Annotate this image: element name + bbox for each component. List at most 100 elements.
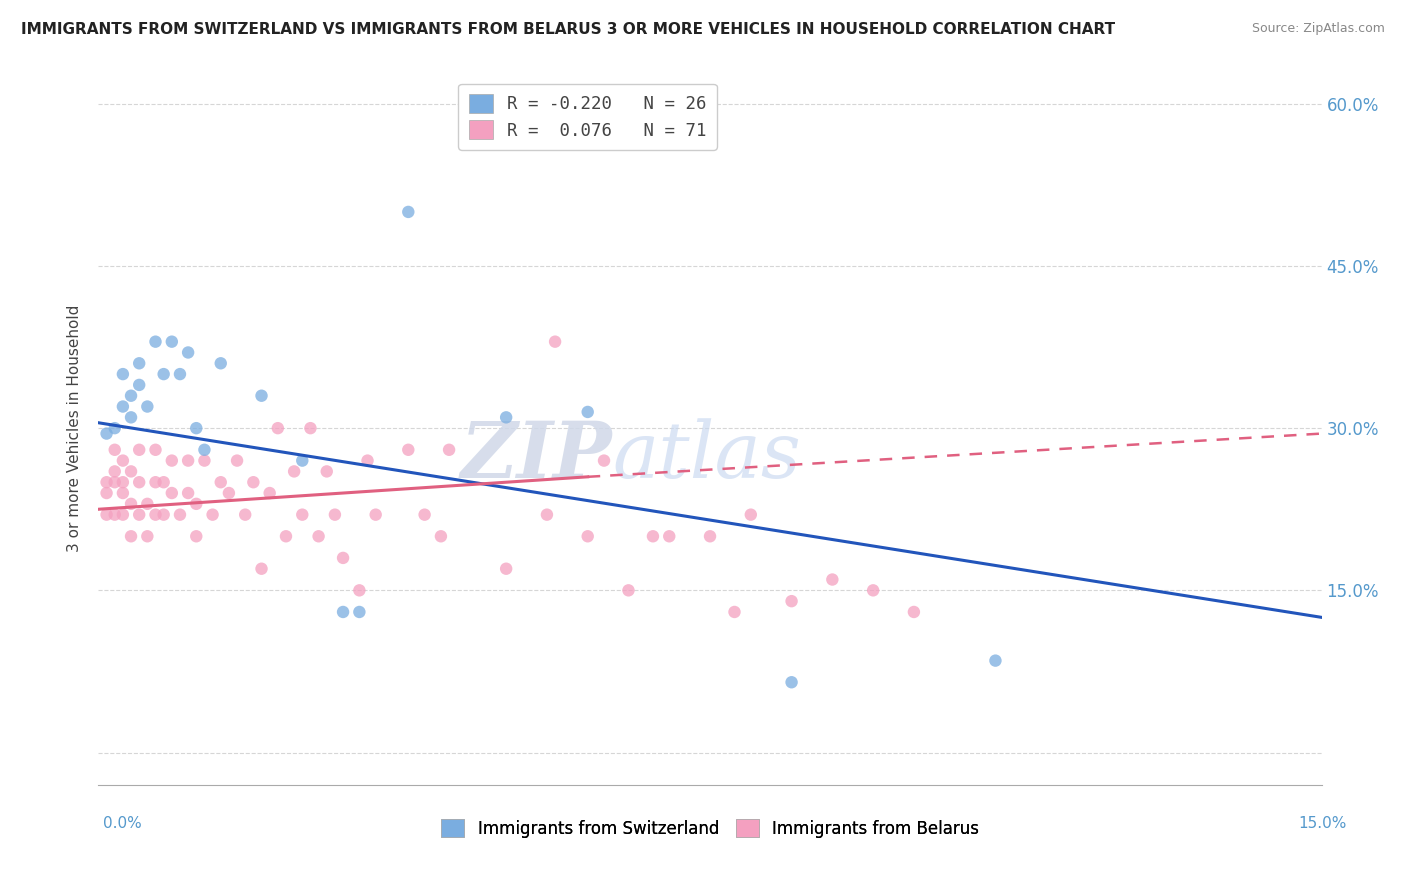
- Point: [226, 453, 249, 467]
- Point: [617, 583, 640, 598]
- Point: [152, 367, 174, 381]
- Point: [274, 529, 297, 543]
- Point: [111, 453, 134, 467]
- Point: [291, 508, 314, 522]
- Text: Source: ZipAtlas.com: Source: ZipAtlas.com: [1251, 22, 1385, 36]
- Point: [259, 486, 281, 500]
- Point: [128, 356, 150, 370]
- Point: [96, 486, 118, 500]
- Text: IMMIGRANTS FROM SWITZERLAND VS IMMIGRANTS FROM BELARUS 3 OR MORE VEHICLES IN HOU: IMMIGRANTS FROM SWITZERLAND VS IMMIGRANT…: [21, 22, 1115, 37]
- Point: [111, 400, 134, 414]
- Point: [413, 508, 436, 522]
- Point: [120, 497, 142, 511]
- Point: [821, 573, 844, 587]
- Point: [177, 453, 200, 467]
- Point: [145, 508, 167, 522]
- Point: [396, 442, 419, 457]
- Point: [186, 497, 208, 511]
- Point: [169, 508, 191, 522]
- Point: [536, 508, 558, 522]
- Point: [111, 508, 134, 522]
- Legend: Immigrants from Switzerland, Immigrants from Belarus: Immigrants from Switzerland, Immigrants …: [434, 813, 986, 845]
- Point: [209, 475, 232, 490]
- Point: [723, 605, 745, 619]
- Point: [780, 594, 803, 608]
- Point: [177, 486, 200, 500]
- Point: [218, 486, 240, 500]
- Point: [104, 475, 127, 490]
- Point: [169, 367, 191, 381]
- Point: [145, 475, 167, 490]
- Point: [862, 583, 884, 598]
- Point: [193, 453, 215, 467]
- Point: [349, 605, 371, 619]
- Point: [291, 453, 314, 467]
- Point: [104, 508, 127, 522]
- Point: [152, 475, 174, 490]
- Point: [364, 508, 387, 522]
- Point: [120, 529, 142, 543]
- Point: [145, 334, 167, 349]
- Point: [186, 421, 208, 435]
- Point: [145, 442, 167, 457]
- Point: [984, 654, 1007, 668]
- Point: [111, 486, 134, 500]
- Point: [323, 508, 346, 522]
- Text: 0.0%: 0.0%: [103, 816, 142, 831]
- Point: [267, 421, 290, 435]
- Point: [740, 508, 762, 522]
- Point: [128, 378, 150, 392]
- Point: [903, 605, 925, 619]
- Point: [177, 345, 200, 359]
- Point: [201, 508, 224, 522]
- Point: [128, 508, 150, 522]
- Text: ZIP: ZIP: [461, 418, 612, 495]
- Point: [136, 400, 159, 414]
- Point: [136, 497, 159, 511]
- Point: [242, 475, 264, 490]
- Point: [593, 453, 616, 467]
- Point: [349, 583, 371, 598]
- Point: [104, 442, 127, 457]
- Point: [430, 529, 453, 543]
- Point: [283, 464, 305, 478]
- Point: [111, 475, 134, 490]
- Point: [96, 426, 118, 441]
- Point: [120, 410, 142, 425]
- Point: [658, 529, 681, 543]
- Point: [315, 464, 337, 478]
- Point: [495, 410, 517, 425]
- Point: [128, 442, 150, 457]
- Y-axis label: 3 or more Vehicles in Household: 3 or more Vehicles in Household: [67, 304, 83, 552]
- Point: [128, 475, 150, 490]
- Text: 15.0%: 15.0%: [1299, 816, 1347, 831]
- Point: [120, 389, 142, 403]
- Point: [120, 464, 142, 478]
- Point: [396, 205, 419, 219]
- Point: [576, 405, 599, 419]
- Point: [186, 529, 208, 543]
- Point: [332, 605, 354, 619]
- Point: [96, 475, 118, 490]
- Point: [193, 442, 215, 457]
- Point: [160, 334, 183, 349]
- Point: [233, 508, 256, 522]
- Point: [104, 421, 127, 435]
- Point: [209, 356, 232, 370]
- Point: [250, 562, 273, 576]
- Point: [308, 529, 330, 543]
- Point: [136, 529, 159, 543]
- Point: [495, 562, 517, 576]
- Point: [160, 453, 183, 467]
- Point: [576, 529, 599, 543]
- Point: [356, 453, 378, 467]
- Point: [641, 529, 664, 543]
- Point: [160, 486, 183, 500]
- Point: [250, 389, 273, 403]
- Point: [332, 550, 354, 565]
- Point: [152, 508, 174, 522]
- Point: [111, 367, 134, 381]
- Text: atlas: atlas: [612, 418, 801, 495]
- Point: [299, 421, 322, 435]
- Point: [104, 464, 127, 478]
